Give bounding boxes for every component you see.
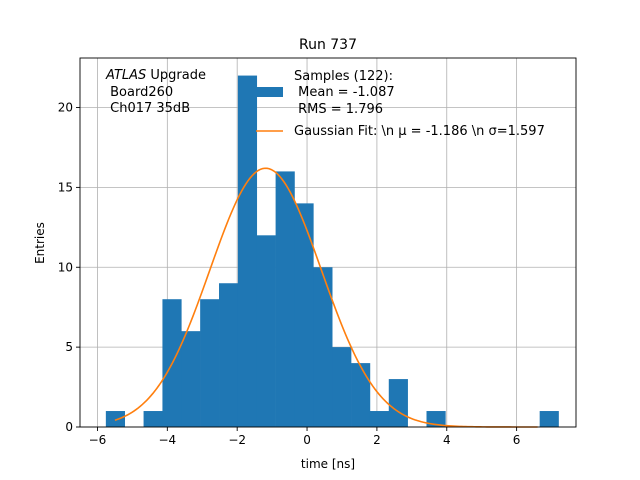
x-tick-label-0: −6 [89,433,107,447]
y-axis-label: Entries [33,222,47,264]
x-tick-label-6: 6 [513,433,521,447]
y-tick-label-3: 15 [58,180,73,194]
x-tick-label-4: 2 [373,433,381,447]
legend-samples-line3: RMS = 1.796 [294,102,383,117]
x-tick-label-2: −2 [228,433,246,447]
histogram-bar-23 [539,411,559,427]
annotation-board: Board260 [106,85,173,100]
x-tick-label-3: 0 [303,433,311,447]
histogram-bar-15 [388,379,408,427]
legend-samples-line2: Mean = -1.087 [294,85,395,100]
histogram-bar-0 [105,411,126,427]
plot-frame [79,57,577,428]
histogram-bar-5 [200,299,220,427]
legend-fit-label: Gaussian Fit: \n μ = -1.186 \n σ=1.597 [294,124,545,139]
y-tick-label-1: 5 [65,340,73,354]
y-tick-label-2: 10 [58,260,73,274]
histogram-bar-9 [275,171,295,427]
x-tick-label-1: −4 [158,433,176,447]
histogram-bar-4 [181,331,201,427]
histogram-bar-7 [237,75,258,428]
chart-title: Run 737 [299,37,357,53]
legend-samples-swatch [256,87,283,97]
annotation-atlas: ATLAS [105,68,146,83]
annotation: ATLAS Upgrade Board260 Ch017 35dB [105,68,206,116]
legend: Samples (122): Mean = -1.087 RMS = 1.796… [256,69,545,139]
histogram-bar-11 [313,267,333,427]
histogram-bar-6 [219,283,239,427]
y-tick-label-4: 20 [58,101,73,115]
x-tick-label-5: 4 [443,433,451,447]
histogram-bar-14 [369,411,390,427]
histogram-bar-12 [332,347,352,427]
axis-ticks: −6 −4 −2 0 2 4 6 0 5 10 15 20 [58,101,521,447]
histogram-bar-2 [143,411,163,427]
histogram-bar-17 [426,411,446,427]
x-axis-label: time [ns] [301,457,355,471]
histogram-bar-10 [294,203,314,427]
annotation-channel: Ch017 35dB [106,101,190,116]
histogram-bar-13 [351,363,371,427]
y-tick-label-0: 0 [65,420,73,434]
histogram-bars [105,75,559,428]
histogram-bar-8 [256,235,276,427]
annotation-upgrade: Upgrade [146,68,206,83]
legend-samples-line1: Samples (122): [294,69,393,84]
svg-text:ATLAS Upgrade: ATLAS Upgrade [105,68,206,83]
